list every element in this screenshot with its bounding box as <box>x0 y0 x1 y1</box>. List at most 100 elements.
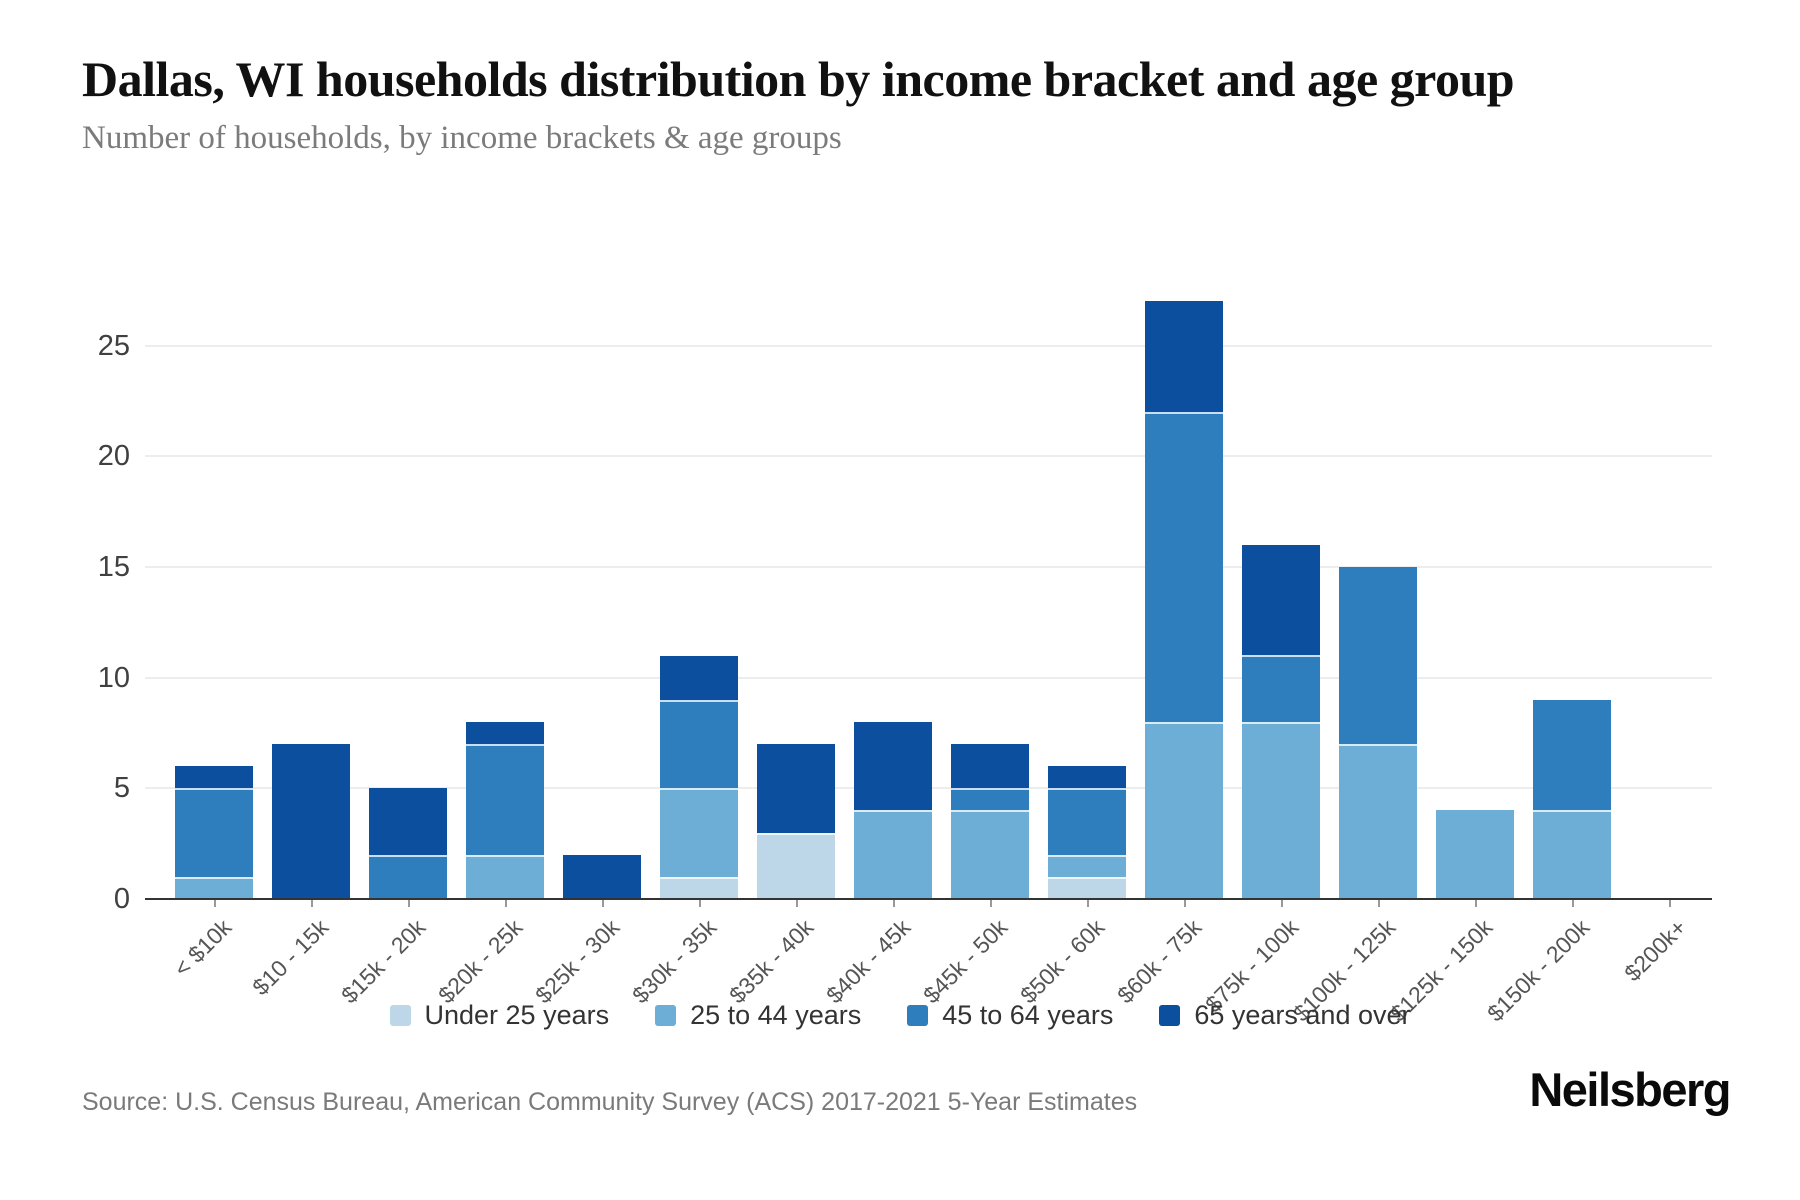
bar-$20k - 25k <box>465 721 544 899</box>
x-axis-tick <box>407 899 410 907</box>
x-axis-label: $10 - 15k <box>246 914 333 1001</box>
bar-segment-45-to-64-years[interactable] <box>1047 788 1126 855</box>
bar-segment-under-25-years[interactable] <box>1047 876 1126 899</box>
gridline <box>145 455 1712 458</box>
bar-segment-65-years-and-over[interactable] <box>1047 766 1126 789</box>
x-axis-tick <box>698 899 701 907</box>
x-axis-label: $35k - 40k <box>723 914 818 1009</box>
x-axis-tick <box>1668 899 1671 907</box>
bar-segment-65-years-and-over[interactable] <box>562 854 641 899</box>
legend: Under 25 years 25 to 44 years 45 to 64 y… <box>0 1000 1800 1031</box>
y-axis-label: 15 <box>97 550 130 583</box>
legend-swatch-under-25-icon <box>389 1005 411 1026</box>
x-axis-line <box>145 898 1712 900</box>
bar-segment-65-years-and-over[interactable] <box>174 766 253 789</box>
page-title: Dallas, WI households distribution by in… <box>82 51 1515 107</box>
bar-$75k - 100k <box>1241 544 1320 899</box>
bar-segment-45-to-64-years[interactable] <box>465 743 544 855</box>
y-axis-label: 0 <box>113 883 130 915</box>
x-axis-label: $25k - 30k <box>529 914 624 1009</box>
bar-segment-65-years-and-over[interactable] <box>465 721 544 744</box>
bar-segment-under-25-years[interactable] <box>659 876 738 899</box>
bar-segment-65-years-and-over[interactable] <box>853 721 932 811</box>
bar-segment-25-to-44-years[interactable] <box>1241 721 1320 899</box>
bar-$25k - 30k <box>562 854 641 899</box>
x-axis-label: < $10k <box>168 914 236 982</box>
x-axis-label: $45k - 50k <box>917 914 1012 1009</box>
bar-segment-25-to-44-years[interactable] <box>1435 810 1514 899</box>
x-axis-tick <box>601 899 604 907</box>
bar-< $10k <box>174 766 253 899</box>
bar-segment-45-to-64-years[interactable] <box>659 699 738 789</box>
y-axis-label: 5 <box>113 772 130 805</box>
bar-segment-65-years-and-over[interactable] <box>756 744 835 833</box>
bar-segment-45-to-64-years[interactable] <box>368 854 447 899</box>
legend-item-25-to-44[interactable]: 25 to 44 years <box>655 1000 861 1031</box>
bar-$150k - 200k <box>1532 699 1611 899</box>
x-axis-label: $40k - 45k <box>820 914 915 1009</box>
bar-$15k - 20k <box>368 788 447 899</box>
x-axis-tick <box>1474 899 1477 907</box>
x-axis-tick <box>1280 899 1283 907</box>
bar-segment-45-to-64-years[interactable] <box>950 788 1029 811</box>
x-axis-tick <box>892 899 895 907</box>
bar-segment-45-to-64-years[interactable] <box>1532 699 1611 811</box>
gridline <box>145 565 1712 568</box>
bar-$10 - 15k <box>271 744 350 899</box>
legend-swatch-45-to-64-icon <box>907 1005 929 1026</box>
bar-segment-25-to-44-years[interactable] <box>174 876 253 899</box>
x-axis-tick <box>1571 899 1574 907</box>
bar-segment-65-years-and-over[interactable] <box>1144 301 1223 412</box>
y-axis-label: 25 <box>97 329 130 362</box>
bar-$30k - 35k <box>659 655 738 899</box>
bar-segment-25-to-44-years[interactable] <box>1338 743 1417 899</box>
x-axis-label: $60k - 75k <box>1111 914 1206 1009</box>
gridline <box>145 344 1712 347</box>
legend-label: 45 to 64 years <box>942 1000 1114 1030</box>
legend-item-65-and-over[interactable]: 65 years and over <box>1159 1000 1411 1031</box>
x-axis-tick <box>504 899 507 907</box>
x-axis-label: $50k - 60k <box>1014 914 1109 1009</box>
brand-logo: Neilsberg <box>1529 1063 1731 1116</box>
bar-segment-25-to-44-years[interactable] <box>465 854 544 899</box>
bar-segment-45-to-64-years[interactable] <box>1144 411 1223 722</box>
bar-$45k - 50k <box>950 744 1029 899</box>
legend-label: Under 25 years <box>424 1000 610 1030</box>
bar-segment-65-years-and-over[interactable] <box>950 744 1029 789</box>
bar-segment-25-to-44-years[interactable] <box>659 788 738 877</box>
bar-segment-45-to-64-years[interactable] <box>1241 655 1320 722</box>
bar-segment-25-to-44-years[interactable] <box>1532 810 1611 899</box>
bar-segment-65-years-and-over[interactable] <box>659 655 738 700</box>
legend-item-under-25[interactable]: Under 25 years <box>389 1000 610 1031</box>
x-axis-label: $15k - 20k <box>335 914 430 1009</box>
source-note: Source: U.S. Census Bureau, American Com… <box>82 1088 1138 1116</box>
x-axis-tick <box>989 899 992 907</box>
bar-$40k - 45k <box>853 721 932 899</box>
gridline <box>145 676 1712 679</box>
x-axis-tick <box>1183 899 1186 907</box>
bar-segment-25-to-44-years[interactable] <box>1047 854 1126 877</box>
bar-segment-25-to-44-years[interactable] <box>1144 721 1223 899</box>
legend-item-45-to-64[interactable]: 45 to 64 years <box>907 1000 1113 1031</box>
bar-segment-65-years-and-over[interactable] <box>368 788 447 855</box>
x-axis-tick <box>795 899 798 907</box>
bar-segment-25-to-44-years[interactable] <box>853 810 932 899</box>
bar-segment-25-to-44-years[interactable] <box>950 810 1029 899</box>
bar-segment-under-25-years[interactable] <box>756 832 835 899</box>
bar-$60k - 75k <box>1144 301 1223 899</box>
x-axis-tick <box>1086 899 1089 907</box>
bar-segment-65-years-and-over[interactable] <box>271 744 350 899</box>
legend-label: 65 years and over <box>1194 1000 1411 1030</box>
bar-segment-45-to-64-years[interactable] <box>174 788 253 877</box>
x-axis-label: $20k - 25k <box>432 914 527 1009</box>
x-axis-label: $30k - 35k <box>626 914 721 1009</box>
legend-label: 25 to 44 years <box>690 1000 862 1030</box>
y-axis-label: 20 <box>97 440 130 473</box>
bar-$100k - 125k <box>1338 566 1417 899</box>
bar-$50k - 60k <box>1047 766 1126 899</box>
legend-swatch-25-to-44-icon <box>655 1005 677 1026</box>
bar-segment-65-years-and-over[interactable] <box>1241 544 1320 656</box>
bar-segment-45-to-64-years[interactable] <box>1338 566 1417 744</box>
x-axis-tick <box>213 899 216 907</box>
bar-$35k - 40k <box>756 744 835 899</box>
